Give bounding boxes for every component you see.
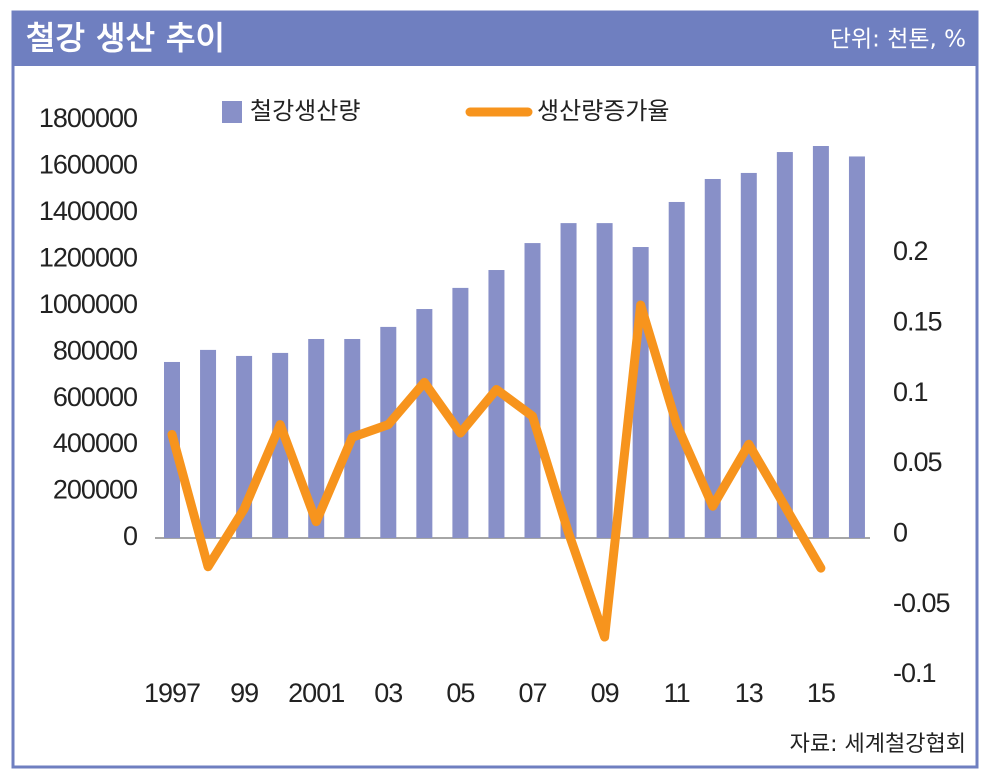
bar <box>524 243 541 539</box>
bar <box>848 156 865 538</box>
bar <box>668 201 685 539</box>
bar <box>776 152 793 538</box>
y2-tick-label: -0.1 <box>893 658 936 688</box>
y-tick-label: 600000 <box>53 382 137 412</box>
y-tick-label: 1600000 <box>39 150 137 180</box>
x-tick-label: 05 <box>446 678 474 708</box>
bar <box>740 172 757 539</box>
chart-title: 철강 생산 추이 <box>26 19 225 57</box>
y-tick-label: 1800000 <box>39 103 137 133</box>
line <box>167 300 826 642</box>
y2-tick-label: 0 <box>893 517 907 547</box>
x-tick-label: 99 <box>230 678 258 708</box>
bar <box>416 309 433 538</box>
y-tick-label: 1400000 <box>39 196 137 226</box>
y2-tick-label: 0.15 <box>893 306 942 336</box>
bar <box>812 146 829 538</box>
legend-swatch <box>222 101 242 123</box>
bar <box>272 352 289 538</box>
x-tick-label: 1997 <box>144 678 200 708</box>
bar <box>488 270 505 538</box>
y-tick-label: 400000 <box>53 428 137 458</box>
y-tick-label: 1000000 <box>39 289 137 319</box>
legend-label: 생산량증가율 <box>537 97 669 125</box>
y-tick-label: 200000 <box>53 475 137 505</box>
title-bar <box>13 12 977 66</box>
bar <box>380 326 397 538</box>
unit-label: 단위: 천톤, % <box>830 27 966 53</box>
y-tick-label: 1200000 <box>39 242 137 272</box>
x-tick-label: 13 <box>735 678 763 708</box>
x-tick-label: 11 <box>664 678 690 708</box>
bar <box>704 178 721 539</box>
source-label: 자료: 세계철강협회 <box>790 732 966 757</box>
x-tick-label: 2001 <box>288 678 344 708</box>
x-tick-label: 15 <box>807 678 835 708</box>
y2-tick-label: 0.2 <box>893 236 928 266</box>
bar <box>560 223 577 538</box>
bar <box>308 338 325 538</box>
y-tick-label: 800000 <box>53 335 137 365</box>
y-tick-label: 0 <box>123 521 137 551</box>
bar <box>452 287 469 538</box>
bar <box>596 223 613 538</box>
bar <box>200 349 217 538</box>
x-tick-label: 09 <box>591 678 619 708</box>
y2-tick-label: -0.05 <box>893 588 950 618</box>
x-tick-label: 03 <box>374 678 402 708</box>
legend-label: 철강생산량 <box>250 97 360 125</box>
y2-tick-label: 0.05 <box>893 447 942 477</box>
y2-tick-label: 0.1 <box>893 377 928 407</box>
x-tick-label: 07 <box>518 678 546 708</box>
